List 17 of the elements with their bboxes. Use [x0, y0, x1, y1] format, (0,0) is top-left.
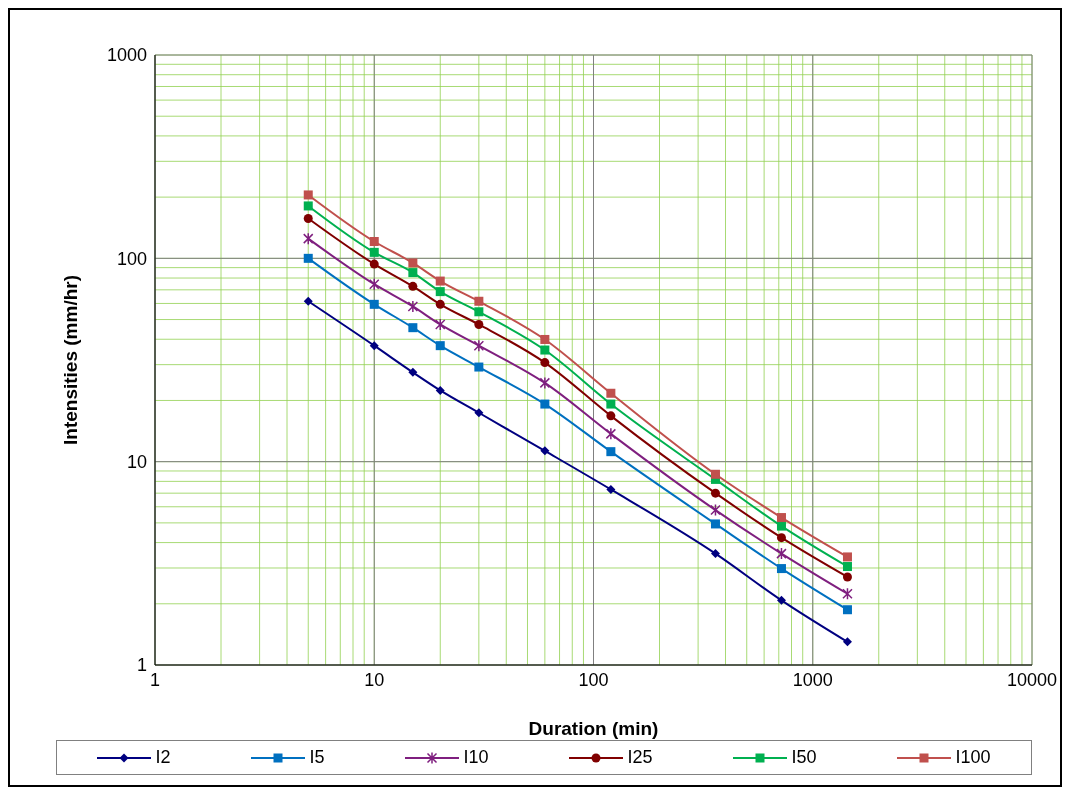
x-tick-label: 10	[364, 669, 385, 690]
x-tick-label: 1	[149, 669, 161, 690]
legend-label: I10	[463, 747, 489, 768]
y-tick-label: 100	[116, 248, 147, 269]
x-tick-label: 10000	[1006, 669, 1058, 690]
y-axis-title: Intensities (mm/hr)	[59, 275, 81, 445]
legend-label: I25	[627, 747, 653, 768]
legend-label: I5	[309, 747, 325, 768]
y-tick-label: 1	[136, 655, 147, 676]
legend-label: I2	[155, 747, 171, 768]
y-tick-label: 1000	[106, 45, 147, 66]
legend-label: I50	[791, 747, 817, 768]
x-axis-title: Duration (min)	[528, 718, 659, 739]
y-tick-label: 10	[126, 452, 147, 473]
x-tick-label: 1000	[792, 669, 833, 690]
legend-label: I100	[955, 747, 991, 768]
x-tick-label: 100	[578, 669, 609, 690]
